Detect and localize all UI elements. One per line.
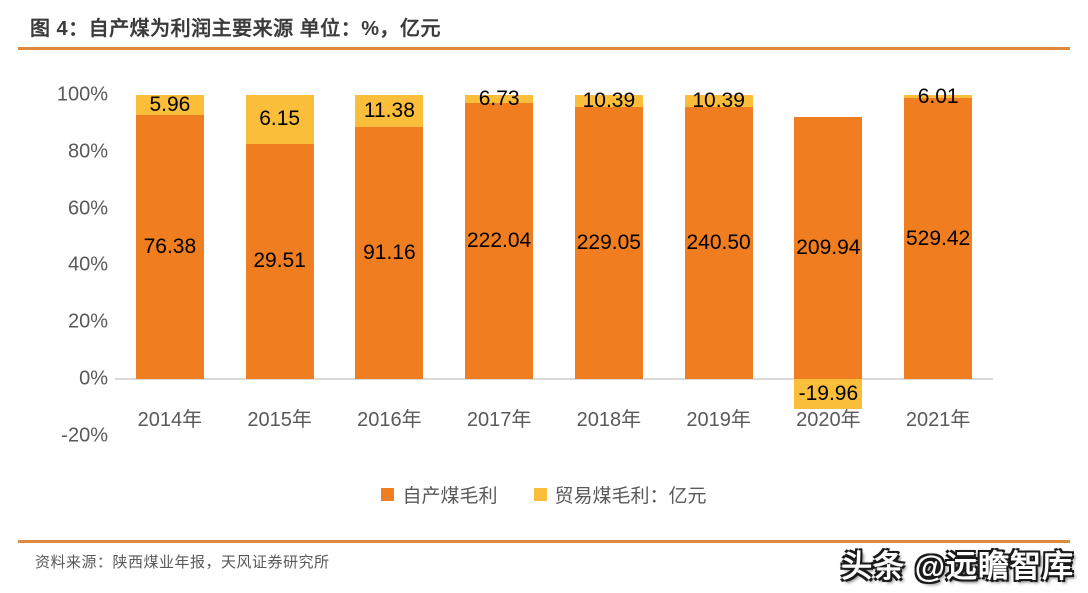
y-axis-label: 60%: [67, 197, 108, 220]
bar-value-label-trade: 11.38: [363, 98, 415, 122]
legend-label: 自产煤毛利: [402, 486, 498, 507]
bar-value-label-trade: 10.39: [692, 88, 745, 112]
bar-value-label-self-produced: 229.05: [576, 231, 641, 255]
bar-segment-trade: [465, 95, 534, 104]
bar-value-label-self-produced: 91.16: [363, 240, 416, 264]
legend-swatch-icon: [381, 488, 395, 501]
y-axis-label: 20%: [67, 310, 108, 333]
bar-segment-self-produced: [904, 98, 973, 379]
chart-legend: 自产煤毛利 贸易煤毛利：亿元: [0, 481, 1088, 508]
bar-segment-trade: [904, 95, 973, 99]
bar-value-label-trade: 5.96: [149, 93, 191, 117]
source-note: 资料来源：陕西煤业年报，天风证券研究所: [35, 554, 330, 571]
stacked-bar-chart: 100% 80% 60% 40% 20% 0% -20% 76.38 5.96 2014年 29.5…: [56, 83, 993, 447]
bar-value-label-trade: 10.39: [582, 89, 636, 113]
x-axis-label: 2021年: [905, 409, 971, 431]
x-axis-label: 2017年: [466, 409, 532, 431]
bar-segment-self-produced: [574, 107, 643, 379]
figure-title: 图 4：自产煤为利润主要来源 单位：%，亿元: [30, 18, 442, 40]
x-axis-label: 2019年: [686, 409, 751, 431]
bar-segment-trade: [574, 95, 643, 108]
bar-segment-trade: [135, 95, 204, 116]
x-axis-label: 2020年: [796, 409, 861, 431]
legend-item: 自产煤毛利: [381, 481, 498, 508]
title-divider: [18, 47, 1070, 50]
x-axis-label: 2018年: [576, 409, 642, 431]
bar-segment-trade: [245, 95, 314, 144]
bar-value-label-trade: -19.96: [798, 381, 859, 405]
bar-value-label-self-produced: 222.04: [467, 229, 532, 253]
y-axis-label: -20%: [61, 424, 108, 447]
x-axis-line: [115, 378, 993, 380]
y-axis-label: 100%: [56, 83, 108, 106]
legend-swatch-icon: [533, 488, 547, 501]
x-axis-label: 2016年: [357, 409, 422, 431]
bar-value-label-self-produced: 209.94: [796, 235, 861, 259]
bar-segment-trade: [355, 95, 424, 127]
legend-label: 贸易煤毛利：亿元: [554, 486, 707, 507]
bar-value-label-self-produced: 76.38: [143, 235, 197, 259]
y-axis-label: 80%: [67, 140, 108, 163]
bar-segment-trade: [794, 379, 863, 409]
bar-value-label-self-produced: 240.50: [686, 230, 751, 254]
bar-value-label-self-produced: 29.51: [253, 249, 306, 273]
y-axis-label: 0%: [79, 367, 108, 390]
bar-value-label-trade: 6.01: [917, 84, 959, 108]
bar-segment-trade: [684, 95, 753, 107]
x-axis-label: 2015年: [247, 409, 312, 431]
bar-segment-self-produced: [465, 103, 534, 379]
bar-value-label-trade: 6.15: [259, 107, 301, 131]
bar-value-label-self-produced: 529.42: [906, 226, 971, 250]
bar-segment-self-produced: [355, 126, 424, 379]
x-axis-label: 2014年: [137, 409, 203, 431]
footer-divider: [18, 540, 1070, 543]
watermark: 头条 @远瞻智库: [841, 549, 1074, 584]
bar-segment-self-produced: [245, 143, 314, 379]
y-axis-label: 40%: [67, 253, 108, 276]
bar-segment-self-produced: [135, 115, 204, 379]
legend-item: 贸易煤毛利：亿元: [533, 481, 707, 508]
bar-segment-self-produced: [794, 116, 863, 379]
bar-value-label-trade: 6.73: [478, 87, 520, 111]
bar-segment-self-produced: [684, 106, 753, 379]
